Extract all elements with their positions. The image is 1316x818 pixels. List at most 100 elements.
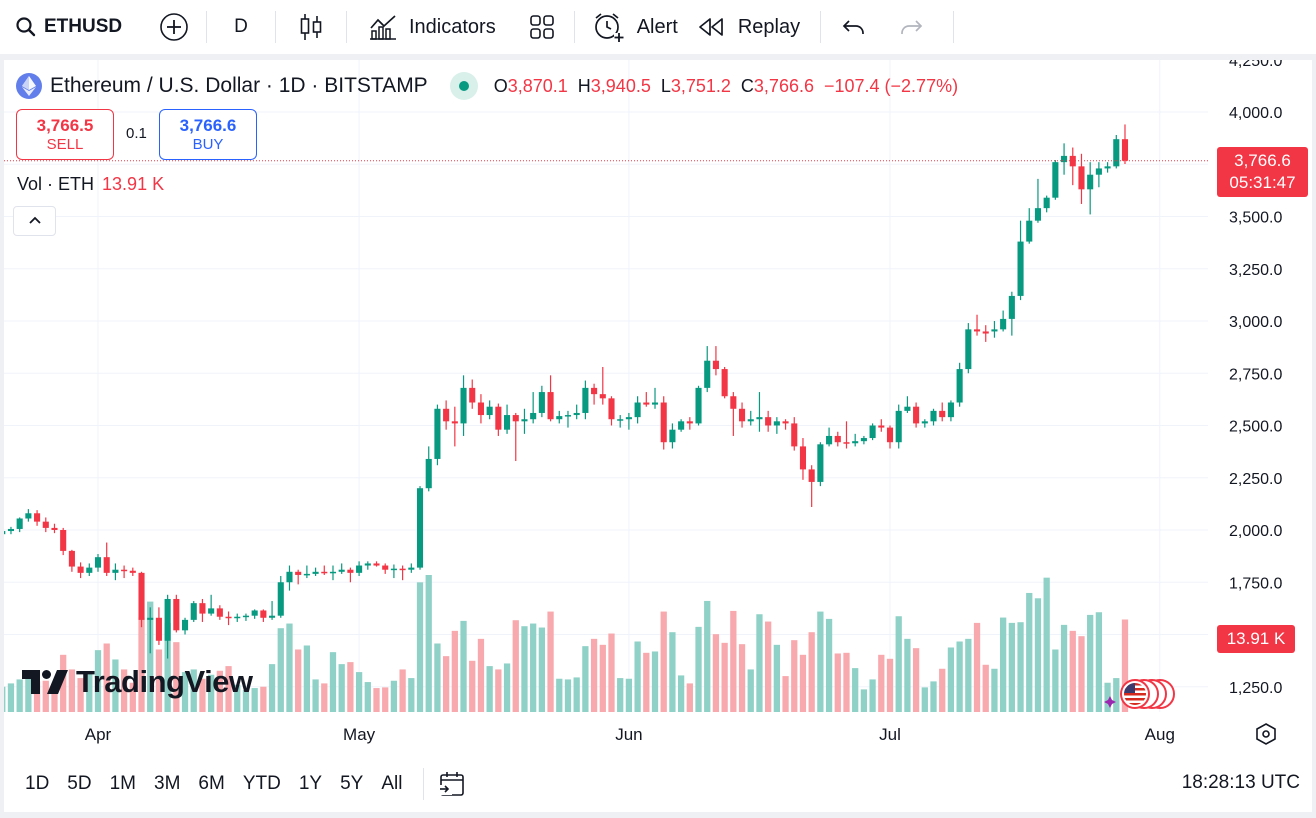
candle-body bbox=[1000, 318, 1007, 330]
open-key: O bbox=[493, 75, 508, 96]
volume-bar bbox=[7, 683, 15, 712]
change-value: −107.4 (−2.77%) bbox=[823, 75, 959, 96]
economic-events-icon[interactable] bbox=[1100, 676, 1180, 710]
candle-body bbox=[921, 421, 928, 424]
alert-button[interactable]: Alert bbox=[575, 0, 698, 54]
volume-bar bbox=[199, 678, 206, 712]
candle-body bbox=[1061, 155, 1068, 163]
candle-body bbox=[895, 410, 902, 443]
volume-bar bbox=[181, 672, 189, 712]
search-icon bbox=[16, 17, 36, 37]
symbol-title[interactable]: Ethereum / U.S. Dollar · 1D · BITSTAMP bbox=[50, 74, 428, 97]
symbol-search[interactable]: ETHUSD bbox=[0, 0, 142, 54]
undo-button[interactable] bbox=[821, 0, 887, 54]
candle-body bbox=[486, 406, 493, 416]
range-button-all[interactable]: All bbox=[381, 773, 403, 794]
range-button-1d[interactable]: 1D bbox=[25, 773, 50, 794]
candle-body bbox=[216, 608, 223, 617]
low-key: L bbox=[660, 75, 671, 96]
candles-icon bbox=[299, 13, 323, 41]
volume-bar bbox=[886, 658, 894, 712]
collapse-legend-button[interactable] bbox=[13, 206, 56, 236]
volume-bar bbox=[677, 675, 685, 712]
candle-body bbox=[25, 513, 32, 519]
time-axis[interactable] bbox=[4, 712, 1312, 754]
compare-button[interactable] bbox=[142, 0, 206, 54]
volume-bar bbox=[669, 632, 676, 712]
volume-bar bbox=[1087, 614, 1094, 712]
candle-body bbox=[190, 603, 197, 620]
layouts-button[interactable] bbox=[510, 0, 574, 54]
candle-body bbox=[913, 406, 920, 424]
volume-bar bbox=[364, 682, 371, 712]
open-value: 3,870.1 bbox=[507, 75, 568, 96]
candle-body bbox=[973, 329, 981, 332]
chart-pane[interactable]: 4,250.04,000.03,750.03,500.03,250.03,000… bbox=[0, 53, 1312, 754]
range-button-1m[interactable]: 1M bbox=[109, 773, 136, 794]
range-button-5d[interactable]: 5D bbox=[67, 773, 92, 794]
candle-body bbox=[1113, 139, 1120, 167]
candle-body bbox=[77, 566, 84, 573]
tradingview-watermark[interactable]: TradingView bbox=[22, 664, 253, 700]
volume-bar bbox=[460, 620, 467, 712]
candle-body bbox=[138, 572, 145, 620]
price-axis-label: 3,000.0 bbox=[1229, 314, 1282, 331]
volume-legend[interactable]: Vol · ETH 13.91 K bbox=[17, 174, 164, 195]
volume-bar bbox=[712, 634, 720, 712]
volume-bar bbox=[860, 689, 868, 712]
volume-bar bbox=[590, 638, 598, 712]
volume-bar bbox=[747, 669, 754, 712]
candle-body bbox=[904, 406, 911, 411]
interval-button[interactable]: D bbox=[207, 0, 275, 54]
plus-circle-icon bbox=[159, 12, 189, 42]
candle-body bbox=[1034, 208, 1042, 221]
volume-bar bbox=[651, 651, 659, 712]
alarm-clock-icon bbox=[593, 11, 625, 43]
goto-date-button[interactable] bbox=[438, 770, 466, 798]
buy-button[interactable]: 3,766.6 BUY bbox=[159, 109, 257, 160]
range-button-ytd[interactable]: YTD bbox=[242, 773, 281, 794]
candle-body bbox=[234, 616, 241, 619]
volume-bar bbox=[939, 668, 946, 712]
volume-bar bbox=[895, 616, 902, 712]
volume-bar bbox=[530, 623, 537, 712]
price-chart[interactable]: 4,250.04,000.03,750.03,500.03,250.03,000… bbox=[0, 53, 1312, 754]
volume-bar bbox=[956, 641, 963, 712]
volume-bar bbox=[930, 681, 937, 712]
scale-settings-button[interactable] bbox=[1254, 722, 1278, 746]
utc-clock[interactable]: 18:28:13 UTC bbox=[1181, 772, 1300, 793]
volume-bar bbox=[242, 690, 250, 712]
candle-body bbox=[556, 416, 563, 420]
market-status-icon[interactable] bbox=[449, 72, 478, 100]
sell-button[interactable]: 3,766.5 SELL bbox=[16, 109, 114, 160]
candle-body bbox=[1008, 295, 1015, 319]
volume-bar bbox=[16, 679, 23, 712]
candle-body bbox=[303, 573, 310, 576]
candle-body bbox=[869, 425, 876, 439]
volume-bar bbox=[416, 582, 424, 712]
volume-bar bbox=[77, 678, 84, 712]
indicators-button[interactable]: Indicators bbox=[347, 0, 510, 54]
range-button-1y[interactable]: 1Y bbox=[298, 773, 323, 794]
candle-body bbox=[512, 415, 519, 422]
candle-body bbox=[860, 438, 867, 442]
range-button-6m[interactable]: 6M bbox=[198, 773, 225, 794]
candle-body bbox=[747, 419, 754, 422]
candle-body bbox=[886, 427, 894, 443]
volume-bar bbox=[277, 628, 284, 712]
candle-body bbox=[277, 582, 284, 616]
candle-body bbox=[86, 567, 93, 573]
range-button-3m[interactable]: 3M bbox=[154, 773, 181, 794]
volume-bar bbox=[347, 662, 354, 712]
volume-label: Vol · ETH bbox=[17, 174, 95, 194]
volume-bar bbox=[129, 682, 136, 712]
range-button-5y[interactable]: 5Y bbox=[340, 773, 364, 794]
volume-bar bbox=[947, 647, 955, 712]
replay-button[interactable]: Replay bbox=[698, 0, 820, 54]
chart-type-button[interactable] bbox=[276, 0, 346, 54]
redo-button[interactable] bbox=[887, 0, 935, 54]
candle-body bbox=[843, 442, 850, 444]
candle-body bbox=[181, 619, 189, 631]
volume-bar bbox=[825, 618, 833, 712]
high-key: H bbox=[577, 75, 591, 96]
